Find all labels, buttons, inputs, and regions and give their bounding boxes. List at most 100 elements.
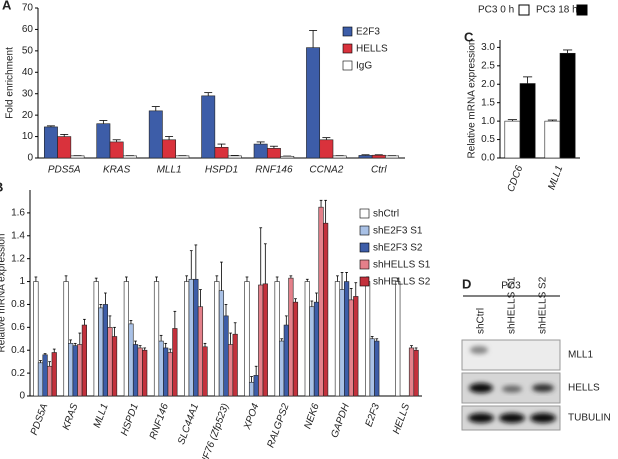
x-tick-label: CDC6 <box>506 164 526 194</box>
y-tick-label: 60 <box>22 24 34 35</box>
bar <box>43 126 58 159</box>
y-tick-label: 3.0 <box>481 42 495 53</box>
bar <box>280 155 295 159</box>
bar <box>184 281 190 397</box>
legend-swatch <box>342 43 353 54</box>
bar <box>232 333 238 397</box>
y-tick-label: 30 <box>22 88 34 99</box>
bar <box>339 289 345 397</box>
bar <box>292 301 299 397</box>
x-tick-label: Ctrl <box>371 165 387 176</box>
bar <box>248 381 255 397</box>
bar <box>158 340 164 397</box>
bar <box>227 155 242 159</box>
bar <box>128 323 134 397</box>
y-tick-label: 1.2 <box>11 253 25 264</box>
bar <box>344 281 350 397</box>
y-tick-label: 40 <box>22 67 34 78</box>
legend-label: shHELLS S1 <box>373 260 431 271</box>
bar <box>163 347 169 397</box>
y-tick-label: 0.8 <box>11 299 25 310</box>
bar <box>202 346 208 397</box>
bar <box>93 281 99 397</box>
bar <box>266 148 281 159</box>
y-tick-label: 1.0 <box>481 116 495 127</box>
y-tick-label: 0 <box>27 153 33 164</box>
x-tick-label: PDS5A <box>29 402 51 437</box>
bar <box>201 95 216 159</box>
legend-label: shE2F3 S2 <box>373 243 423 254</box>
bar <box>175 155 190 159</box>
y-tick-label: 50 <box>22 45 34 56</box>
bar <box>81 324 87 397</box>
x-tick-label: E2F3 <box>364 402 383 429</box>
lane-label: shCtrl <box>476 308 487 334</box>
bar <box>33 281 39 397</box>
cell-line: PC3 <box>501 281 521 292</box>
bar <box>504 120 521 159</box>
bar <box>348 299 354 397</box>
legend-swatch <box>359 276 370 287</box>
y-tick-label: 0 <box>19 391 25 402</box>
bar <box>353 296 359 397</box>
x-tick-label: HSPD1 <box>205 165 238 176</box>
bar <box>148 110 163 159</box>
bar <box>193 278 199 397</box>
bar <box>98 307 104 397</box>
legend-swatch <box>576 4 588 16</box>
x-tick-label: MLL1 <box>157 165 182 176</box>
y-tick-label: 20 <box>22 110 34 121</box>
legend-label: IgG <box>356 61 372 72</box>
y-axis-label: Relative mRNA expression <box>0 234 8 353</box>
bar <box>214 281 220 397</box>
bar <box>283 324 289 397</box>
bar <box>37 362 44 397</box>
legend-label: shHELLS S2 <box>373 277 431 288</box>
bar <box>304 281 310 397</box>
bar <box>262 283 268 397</box>
x-tick-label: KRAS <box>103 165 131 176</box>
panel-label: A <box>2 0 12 12</box>
bar <box>274 281 280 397</box>
bar <box>107 327 113 397</box>
bar <box>385 155 400 159</box>
bar <box>153 281 160 397</box>
legend-swatch <box>342 26 353 37</box>
x-tick-label: CCNA2 <box>309 165 343 176</box>
bar <box>334 281 341 397</box>
bar <box>309 306 315 397</box>
bar <box>319 139 334 159</box>
legend-label: PC3 0 h <box>478 5 514 16</box>
legend-swatch <box>342 60 353 71</box>
bar <box>369 338 375 397</box>
bar <box>137 347 143 397</box>
bar <box>559 52 576 159</box>
bar <box>544 120 561 159</box>
legend-swatch <box>359 242 370 253</box>
bar <box>132 344 139 397</box>
bar <box>70 155 85 159</box>
bar <box>197 306 204 397</box>
bar <box>142 349 148 397</box>
y-tick-label: 1.5 <box>481 97 495 108</box>
x-tick-label: MLL1 <box>546 164 565 191</box>
y-tick-label: 0.4 <box>11 345 25 356</box>
x-tick-label: XPO4 <box>242 402 262 432</box>
bar <box>111 336 118 397</box>
bar <box>413 349 419 397</box>
bar <box>288 277 294 397</box>
legend-swatch <box>359 225 370 236</box>
x-tick-label: RALGPS2 <box>265 402 291 450</box>
lane-label: shHELLS S1 <box>507 276 518 334</box>
bar <box>313 301 320 397</box>
x-tick-label: HSPD1 <box>119 402 141 437</box>
row-label: HELLS <box>568 383 600 394</box>
legend-swatch <box>359 208 370 219</box>
bar <box>227 344 234 397</box>
bar <box>395 281 401 397</box>
y-tick-label: 1 <box>19 276 25 287</box>
bar <box>109 141 124 159</box>
bar <box>47 365 53 397</box>
bar <box>102 304 108 397</box>
y-tick-label: 1.6 <box>11 208 25 219</box>
